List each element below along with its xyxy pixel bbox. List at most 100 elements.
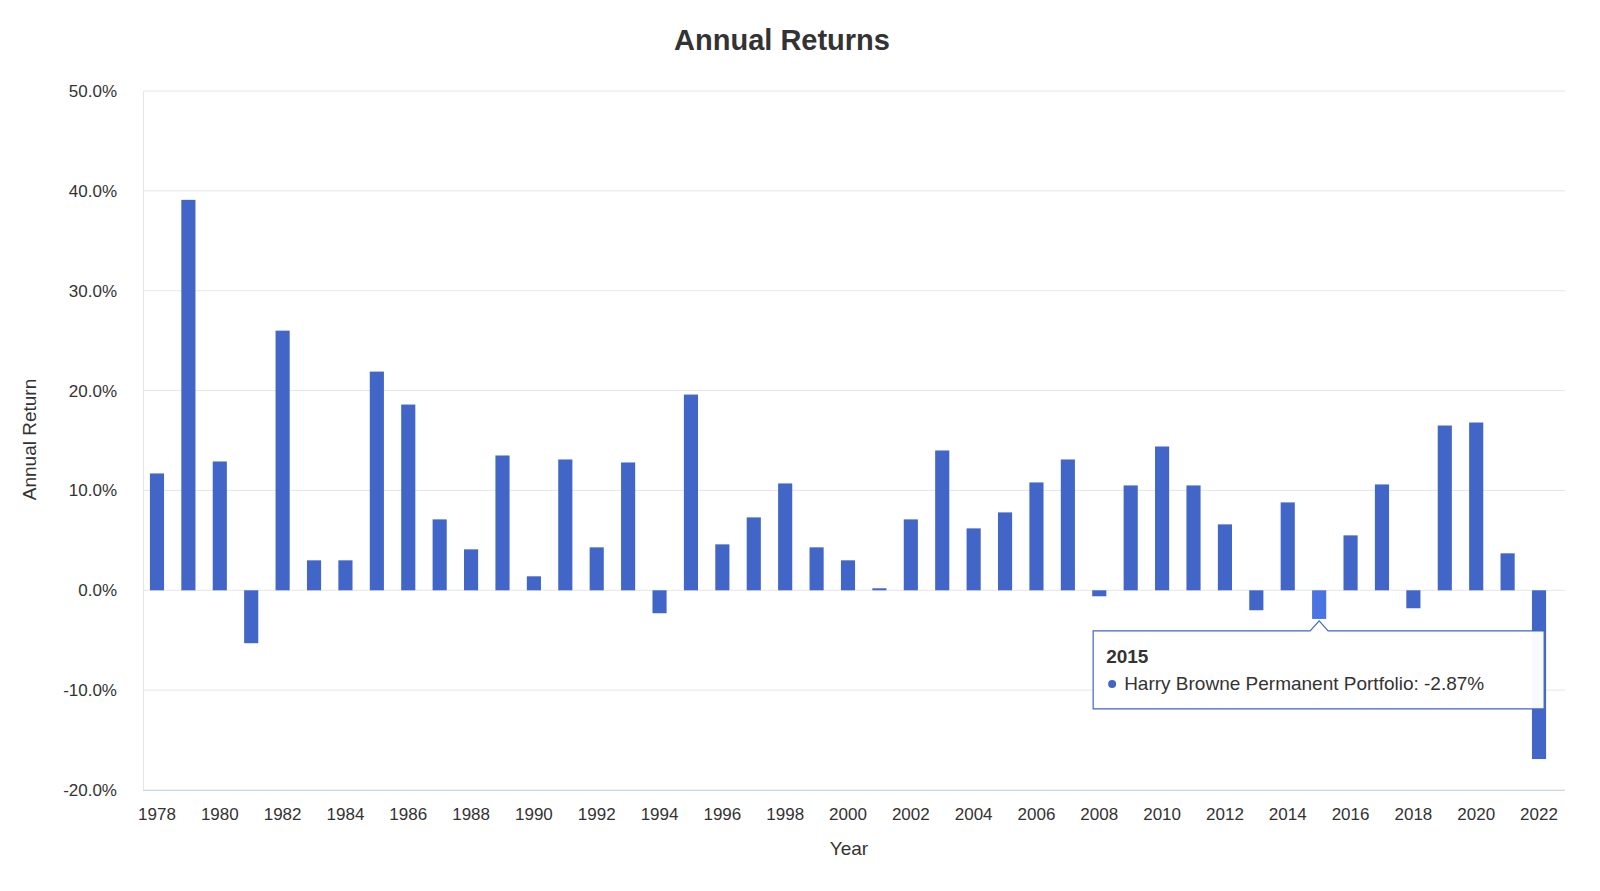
bar[interactable] bbox=[1406, 590, 1420, 608]
y-tick-label: 40.0% bbox=[69, 182, 117, 201]
bar[interactable] bbox=[464, 549, 478, 590]
y-tick-label: 30.0% bbox=[69, 282, 117, 301]
bar[interactable] bbox=[621, 462, 635, 590]
tooltip-box bbox=[1093, 621, 1544, 709]
y-tick: -20.0% bbox=[63, 781, 143, 800]
grid-line bbox=[143, 290, 1565, 291]
bar[interactable] bbox=[1501, 553, 1515, 590]
bar[interactable] bbox=[1469, 423, 1483, 591]
bar[interactable] bbox=[150, 473, 164, 590]
bar[interactable] bbox=[495, 455, 509, 590]
bar[interactable] bbox=[1281, 502, 1295, 590]
bar[interactable] bbox=[810, 547, 824, 590]
x-tick: 1996 bbox=[703, 790, 741, 824]
bar[interactable] bbox=[1155, 446, 1169, 590]
x-tick-label: 1990 bbox=[515, 805, 553, 824]
x-tick-label: 1988 bbox=[452, 805, 490, 824]
bar[interactable] bbox=[1438, 426, 1452, 591]
x-tick: 1980 bbox=[201, 790, 239, 824]
x-tick-label: 2018 bbox=[1394, 805, 1432, 824]
x-tick-label: 2014 bbox=[1269, 805, 1307, 824]
x-tick-label: 2002 bbox=[892, 805, 930, 824]
y-tick-label: 0.0% bbox=[78, 581, 117, 600]
y-tick: 0.0% bbox=[78, 581, 143, 600]
bar[interactable] bbox=[527, 576, 541, 590]
bar[interactable] bbox=[1061, 459, 1075, 590]
bar[interactable] bbox=[181, 200, 195, 590]
bar[interactable] bbox=[1312, 590, 1326, 619]
bar[interactable] bbox=[244, 590, 258, 643]
x-tick: 2006 bbox=[1018, 790, 1056, 824]
bar[interactable] bbox=[1343, 535, 1357, 590]
grid-line bbox=[143, 91, 1565, 92]
bar[interactable] bbox=[841, 560, 855, 590]
x-tick-label: 2020 bbox=[1457, 805, 1495, 824]
y-tick: -10.0% bbox=[63, 681, 143, 700]
bar[interactable] bbox=[778, 483, 792, 590]
x-tick-label: 1982 bbox=[264, 805, 302, 824]
bar[interactable] bbox=[1249, 590, 1263, 610]
bar[interactable] bbox=[747, 517, 761, 590]
y-tick: 10.0% bbox=[69, 481, 143, 500]
bar[interactable] bbox=[684, 395, 698, 591]
bar[interactable] bbox=[276, 331, 290, 591]
x-tick: 2014 bbox=[1269, 790, 1307, 824]
x-tick-label: 2006 bbox=[1018, 805, 1056, 824]
tooltip-bullet bbox=[1108, 680, 1116, 688]
bar[interactable] bbox=[872, 588, 886, 590]
bar[interactable] bbox=[433, 519, 447, 590]
grid-line bbox=[143, 390, 1565, 391]
bar[interactable] bbox=[307, 560, 321, 590]
bar[interactable] bbox=[1186, 485, 1200, 590]
bar[interactable] bbox=[1029, 482, 1043, 590]
x-tick-label: 2016 bbox=[1332, 805, 1370, 824]
bar[interactable] bbox=[652, 590, 666, 613]
x-tick-label: 1994 bbox=[641, 805, 679, 824]
title: Annual Returns bbox=[674, 24, 890, 56]
tooltip: 2015 Harry Browne Permanent Portfolio: -2… bbox=[1093, 621, 1544, 709]
x-tick: 2018 bbox=[1394, 790, 1432, 824]
grid-line bbox=[143, 490, 1565, 491]
x-axis: 1978198019821984198619881990199219941996… bbox=[138, 790, 1565, 824]
bar[interactable] bbox=[935, 450, 949, 590]
bar[interactable] bbox=[998, 512, 1012, 590]
x-tick-label: 2000 bbox=[829, 805, 867, 824]
y-tick: 40.0% bbox=[69, 182, 143, 201]
x-tick: 1992 bbox=[578, 790, 616, 824]
grid-line bbox=[143, 190, 1565, 191]
x-tick-label: 1986 bbox=[389, 805, 427, 824]
bar[interactable] bbox=[213, 461, 227, 590]
grid-line bbox=[143, 790, 1565, 791]
x-tick: 2016 bbox=[1332, 790, 1370, 824]
y-axis-title: Annual Return bbox=[19, 379, 40, 500]
x-tick-label: 2022 bbox=[1520, 805, 1558, 824]
tooltip-title: 2015 bbox=[1106, 646, 1149, 667]
x-tick: 1986 bbox=[389, 790, 427, 824]
tooltip-text: Harry Browne Permanent Portfolio: -2.87% bbox=[1124, 673, 1484, 694]
bar[interactable] bbox=[370, 372, 384, 591]
x-tick: 2008 bbox=[1080, 790, 1118, 824]
y-tick: 20.0% bbox=[69, 382, 143, 401]
x-tick: 2002 bbox=[892, 790, 930, 824]
y-tick-label: 10.0% bbox=[69, 481, 117, 500]
chart: Annual Returns -20.0% -10.0% 0.0% 10.0% 20.0%… bbox=[0, 0, 1600, 891]
x-tick-label: 1998 bbox=[766, 805, 804, 824]
x-tick-label: 2008 bbox=[1080, 805, 1118, 824]
bar[interactable] bbox=[715, 544, 729, 590]
y-axis: -20.0%-10.0%0.0%10.0%20.0%30.0%40.0%50.0… bbox=[63, 82, 143, 800]
bar[interactable] bbox=[590, 547, 604, 590]
bar[interactable] bbox=[1092, 590, 1106, 596]
x-tick: 2010 bbox=[1143, 790, 1181, 824]
x-tick: 2012 bbox=[1206, 790, 1244, 824]
x-tick-label: 1978 bbox=[138, 805, 176, 824]
bar[interactable] bbox=[904, 519, 918, 590]
bar[interactable] bbox=[1218, 524, 1232, 590]
bar[interactable] bbox=[338, 560, 352, 590]
y-tick: 30.0% bbox=[69, 282, 143, 301]
bar[interactable] bbox=[1375, 484, 1389, 590]
bar[interactable] bbox=[967, 528, 981, 590]
bar[interactable] bbox=[401, 405, 415, 591]
bars bbox=[150, 200, 1546, 759]
bar[interactable] bbox=[1124, 485, 1138, 590]
bar[interactable] bbox=[558, 459, 572, 590]
